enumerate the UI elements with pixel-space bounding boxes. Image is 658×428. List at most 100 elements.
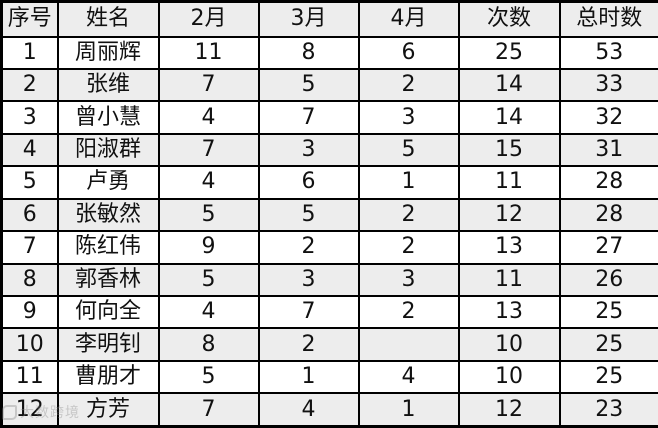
table-row: 4 阳淑群 7 3 5 15 31 — [0, 132, 658, 168]
table-cell: 28 — [558, 165, 658, 200]
table-cell: 10 — [457, 327, 561, 362]
table-cell: 4 — [157, 294, 260, 330]
table-cell: 4 — [157, 100, 260, 135]
table-cell: 1 — [0, 35, 59, 70]
table-cell: 31 — [558, 132, 658, 168]
table-row: 7 陈红伟 9 2 2 13 27 — [0, 230, 658, 265]
table-cell: 卢勇 — [56, 165, 160, 200]
table-cell: 6 — [357, 35, 460, 70]
table-row: 2 张维 7 5 2 14 33 — [0, 67, 658, 103]
table-cell: 14 — [457, 100, 561, 135]
table-cell: 3 — [0, 100, 59, 135]
table-cell: 3 — [257, 132, 360, 168]
table-cell: 12 — [457, 392, 561, 428]
table-cell: 4 — [257, 392, 360, 428]
table-cell: 张敏然 — [56, 197, 160, 233]
table-cell: 10 — [0, 327, 59, 362]
table-cell: 周丽辉 — [56, 35, 160, 70]
table-cell: 10 — [457, 359, 561, 395]
table-cell: 8 — [257, 35, 360, 70]
table-cell: 2 — [357, 197, 460, 233]
table-cell: 25 — [558, 294, 658, 330]
table-cell: 13 — [457, 294, 561, 330]
table-cell: 2 — [257, 230, 360, 265]
column-header: 2月 — [157, 0, 260, 38]
table-cell: 曾小慧 — [56, 100, 160, 135]
table-cell — [357, 327, 460, 362]
table-cell: 7 — [157, 132, 260, 168]
table-cell: 2 — [257, 327, 360, 362]
table-cell: 5 — [257, 197, 360, 233]
table-cell: 12 — [0, 392, 59, 428]
table-header-row: 序号 姓名 2月 3月 4月 次数 总时数 — [0, 0, 658, 38]
table-cell: 25 — [558, 359, 658, 395]
table-cell: 15 — [457, 132, 561, 168]
table-row: 10 李明钊 8 2 10 25 — [0, 327, 658, 362]
table-cell: 5 — [357, 132, 460, 168]
table-cell: 11 — [0, 359, 59, 395]
column-header: 姓名 — [56, 0, 160, 38]
table-cell: 32 — [558, 100, 658, 135]
table-cell: 4 — [157, 165, 260, 200]
table-cell: 7 — [157, 67, 260, 103]
table-cell: 27 — [558, 230, 658, 265]
table-cell: 阳淑群 — [56, 132, 160, 168]
table-row: 5 卢勇 4 6 1 11 28 — [0, 165, 658, 200]
table-row: 11 曹朋才 5 1 4 10 25 — [0, 359, 658, 395]
table-cell: 1 — [357, 392, 460, 428]
table-cell: 5 — [157, 197, 260, 233]
table-cell: 6 — [257, 165, 360, 200]
table-cell: 2 — [357, 294, 460, 330]
table-row: 6 张敏然 5 5 2 12 28 — [0, 197, 658, 233]
table-body: 1 周丽辉 11 8 6 25 53 2 张维 7 5 2 14 33 3 曾小慧 4 7 3 14 32 4 阳淑群 7 3 5… — [0, 35, 658, 428]
table-cell: 9 — [157, 230, 260, 265]
table-cell: 8 — [0, 262, 59, 298]
table-cell: 6 — [0, 197, 59, 233]
table-row: 3 曾小慧 4 7 3 14 32 — [0, 100, 658, 135]
table-cell: 曹朋才 — [56, 359, 160, 395]
table-cell: 2 — [0, 67, 59, 103]
table-row: 9 何向全 4 7 2 13 25 — [0, 294, 658, 330]
table-cell: 5 — [257, 67, 360, 103]
table-cell: 7 — [257, 294, 360, 330]
column-header: 4月 — [357, 0, 460, 38]
table-cell: 2 — [357, 230, 460, 265]
table-cell: 何向全 — [56, 294, 160, 330]
table-cell: 方芳 — [56, 392, 160, 428]
table-cell: 11 — [157, 35, 260, 70]
table-cell: 郭香林 — [56, 262, 160, 298]
table-cell: 28 — [558, 197, 658, 233]
table-cell: 9 — [0, 294, 59, 330]
table-row: 8 郭香林 5 3 3 11 26 — [0, 262, 658, 298]
table-row: 12 方芳 7 4 1 12 23 — [0, 392, 658, 428]
table-cell: 3 — [257, 262, 360, 298]
table-cell: 7 — [157, 392, 260, 428]
column-header: 次数 — [457, 0, 561, 38]
table-cell: 26 — [558, 262, 658, 298]
table-cell: 7 — [257, 100, 360, 135]
table-cell: 陈红伟 — [56, 230, 160, 265]
table-cell: 4 — [357, 359, 460, 395]
column-header: 3月 — [257, 0, 360, 38]
table-cell: 4 — [0, 132, 59, 168]
table-cell: 14 — [457, 67, 561, 103]
table-cell: 李明钊 — [56, 327, 160, 362]
table-cell: 7 — [0, 230, 59, 265]
column-header: 总时数 — [558, 0, 658, 38]
table-cell: 25 — [457, 35, 561, 70]
table-cell: 12 — [457, 197, 561, 233]
table-cell: 13 — [457, 230, 561, 265]
table-cell: 5 — [0, 165, 59, 200]
table-cell: 1 — [257, 359, 360, 395]
table-cell: 5 — [157, 262, 260, 298]
table-cell: 3 — [357, 100, 460, 135]
table-cell: 3 — [357, 262, 460, 298]
column-header: 序号 — [0, 0, 59, 38]
table-cell: 53 — [558, 35, 658, 70]
table-cell: 25 — [558, 327, 658, 362]
table-cell: 张维 — [56, 67, 160, 103]
table-row: 1 周丽辉 11 8 6 25 53 — [0, 35, 658, 70]
table-cell: 1 — [357, 165, 460, 200]
table-cell: 5 — [157, 359, 260, 395]
